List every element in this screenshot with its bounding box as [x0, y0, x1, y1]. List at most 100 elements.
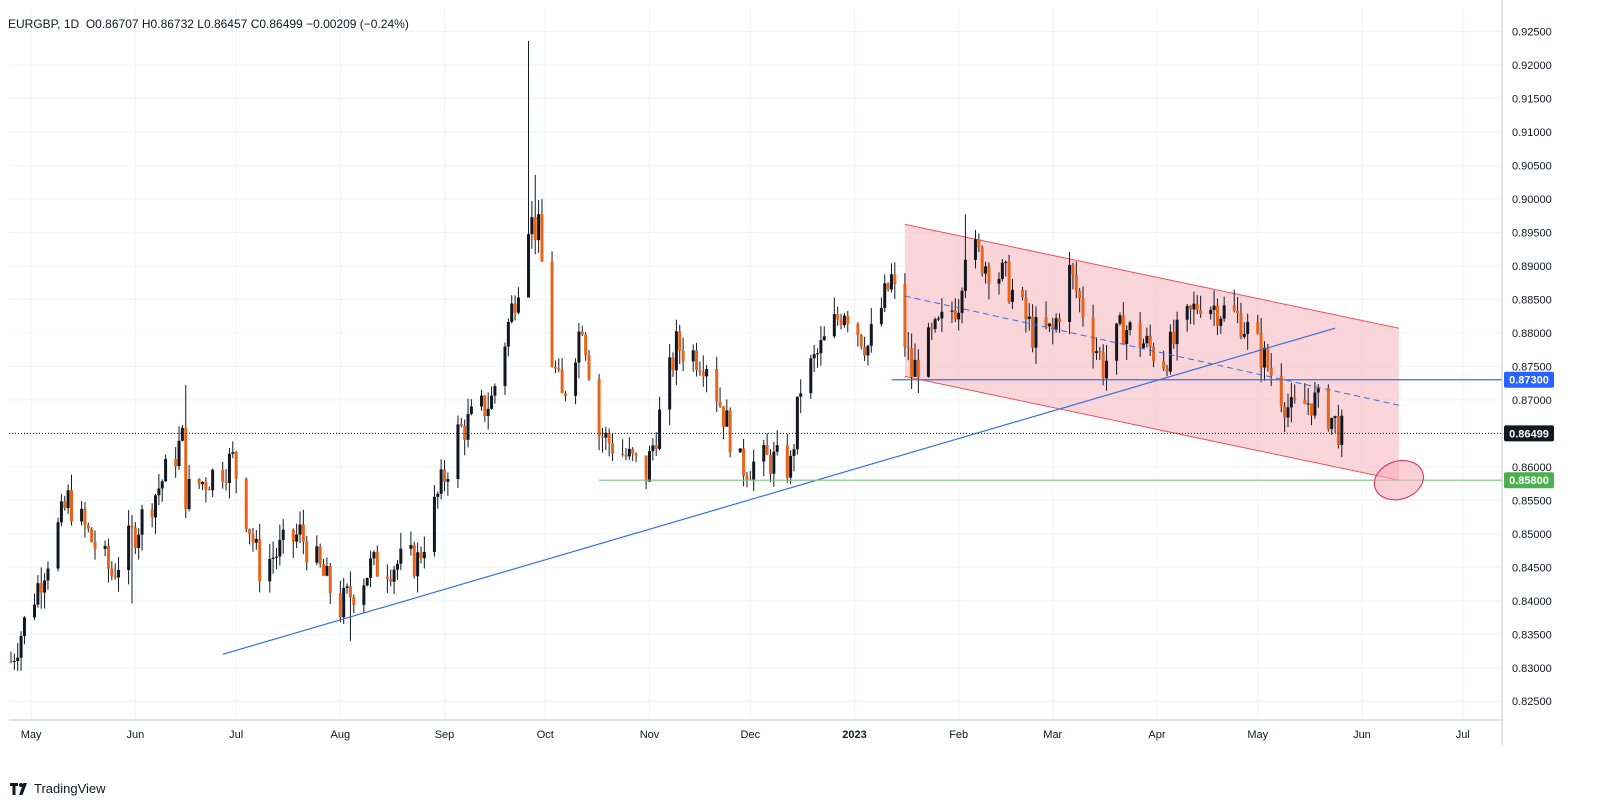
candle-body: [416, 552, 420, 577]
candle: [469, 399, 473, 416]
candle-body: [940, 311, 944, 319]
candle-body: [1125, 330, 1129, 345]
candle: [1209, 306, 1213, 320]
candle-body: [631, 448, 635, 454]
candle-body: [268, 558, 272, 582]
candle-body: [184, 427, 188, 510]
candle-body: [160, 481, 164, 489]
candle: [1047, 323, 1051, 333]
candle-body: [1152, 346, 1156, 362]
candle-body: [658, 409, 662, 449]
candle: [315, 535, 319, 566]
candle-body: [389, 578, 393, 582]
candle: [486, 392, 490, 430]
candle-body: [1101, 352, 1105, 379]
resistance-price-tag-box: [1504, 371, 1554, 388]
candle-body: [325, 565, 329, 576]
candle: [59, 493, 63, 527]
candle-body: [765, 445, 769, 455]
candle: [1333, 415, 1337, 433]
candle: [973, 230, 977, 269]
y-tick-label: 0.83500: [1512, 629, 1552, 641]
candle: [648, 445, 652, 482]
candle: [1336, 404, 1340, 449]
high-value: H0.86732: [141, 17, 194, 31]
candle: [271, 541, 275, 574]
candle-body: [180, 427, 184, 441]
candle-body: [1068, 264, 1072, 322]
candle: [463, 419, 467, 456]
candle-body: [1010, 289, 1014, 302]
candle: [318, 543, 322, 568]
interval-label[interactable]: 1D: [63, 17, 80, 31]
candle: [1165, 365, 1169, 377]
channel-lower-line: [904, 375, 1400, 481]
candle: [90, 527, 94, 543]
candle-body: [960, 290, 964, 313]
candle: [1256, 314, 1260, 335]
candle-body: [140, 509, 144, 535]
candle-body: [893, 274, 897, 285]
candle-body: [456, 424, 460, 479]
candle: [1105, 344, 1109, 391]
candle-body: [768, 454, 772, 474]
open-value: O0.86707: [85, 17, 139, 31]
candle: [863, 336, 867, 361]
candle: [325, 557, 329, 577]
x-tick-label: Jul: [1456, 729, 1470, 741]
candle: [305, 535, 309, 571]
y-tick-label: 0.85000: [1512, 529, 1552, 541]
candle: [432, 485, 436, 557]
support-price-tag-label: 0.85800: [1509, 475, 1549, 487]
last-price-tag: 0.86499: [1504, 425, 1554, 442]
candle: [375, 545, 379, 578]
candle: [436, 491, 440, 509]
candle: [1289, 382, 1293, 423]
candle-body: [459, 424, 463, 426]
candle: [560, 358, 564, 394]
x-tick-label: Nov: [640, 729, 660, 741]
candle: [1185, 304, 1189, 332]
candle-body: [150, 509, 154, 518]
candle-body: [12, 661, 16, 663]
candle-body: [127, 525, 131, 571]
candle-body: [839, 319, 843, 326]
candle-body: [174, 458, 178, 467]
candle-body: [1246, 321, 1250, 334]
candle: [1246, 313, 1250, 350]
candle: [772, 441, 776, 487]
candle-body: [385, 576, 389, 579]
candle: [157, 473, 161, 506]
candle-body: [705, 368, 709, 377]
candle-body: [1054, 318, 1058, 330]
candle: [1074, 261, 1078, 299]
candle-body: [1128, 322, 1132, 331]
candle: [762, 439, 766, 477]
candle-body: [577, 331, 581, 363]
candle: [227, 448, 231, 499]
candle: [553, 360, 557, 374]
candle: [392, 565, 396, 595]
candle: [187, 464, 191, 512]
candle: [933, 317, 937, 333]
tradingview-logo-icon: [10, 782, 27, 795]
candle-body: [762, 445, 766, 462]
candle: [56, 517, 60, 572]
candle: [765, 433, 769, 455]
candle-body: [1316, 388, 1320, 393]
candle: [597, 374, 601, 451]
candle: [322, 558, 326, 577]
candle-body: [69, 490, 73, 522]
candle: [1306, 388, 1310, 415]
candle: [133, 522, 137, 554]
candle: [799, 379, 803, 414]
candle: [69, 474, 73, 526]
candle-body: [1333, 416, 1337, 418]
candle-body: [937, 318, 941, 320]
symbol-name[interactable]: EURGBP: [8, 17, 58, 31]
candle: [557, 358, 561, 373]
candle: [654, 432, 658, 457]
candle-body: [1165, 368, 1169, 372]
tradingview-footer[interactable]: TradingView: [10, 781, 106, 796]
